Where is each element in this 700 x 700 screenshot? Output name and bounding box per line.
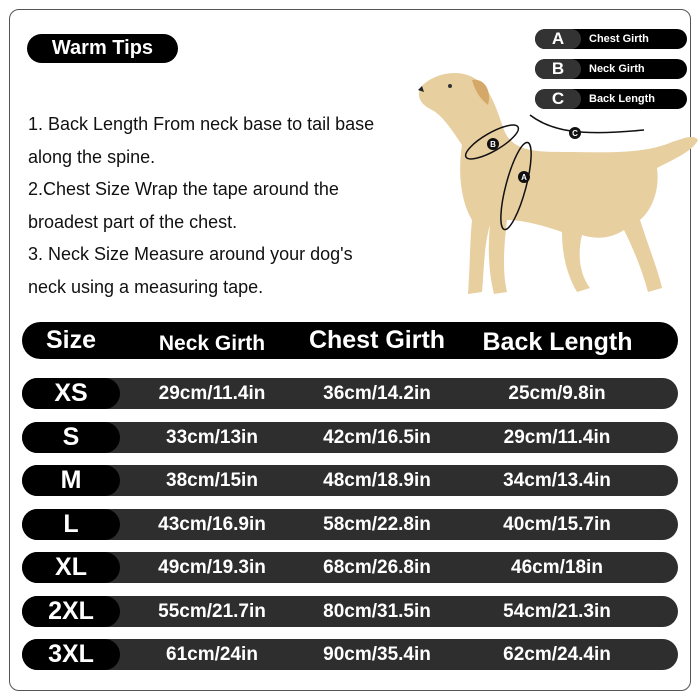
legend-key: C bbox=[535, 89, 581, 109]
size-cell: XS bbox=[22, 378, 120, 409]
chest-girth-cell: 58cm/22.8in bbox=[323, 513, 431, 535]
back-length-cell: 46cm/18in bbox=[511, 557, 603, 578]
back-length-cell: 34cm/13.4in bbox=[503, 470, 611, 491]
neck-girth-cell: 38cm/15in bbox=[166, 470, 258, 491]
chest-girth-cell: 68cm/26.8in bbox=[323, 557, 431, 578]
marker-a: A bbox=[521, 173, 527, 182]
dog-illustration: B A C bbox=[418, 73, 698, 294]
tip-line: 2.Chest Size Wrap the tape around the bbox=[28, 179, 339, 199]
table-row: L 43cm/16.9in 58cm/22.8in 40cm/15.7in bbox=[22, 508, 678, 540]
chest-girth-cell: 80cm/31.5in bbox=[323, 600, 431, 622]
chest-girth-cell: 48cm/18.9in bbox=[323, 470, 431, 491]
image-frame bbox=[9, 9, 691, 691]
table-row: 3XL 61cm/24in 90cm/35.4in 62cm/24.4in bbox=[22, 639, 678, 670]
size-cell: XL bbox=[22, 552, 120, 583]
size-cell: L bbox=[22, 508, 120, 540]
header-size: Size bbox=[45, 326, 97, 354]
header-neck-girth: Neck Girth bbox=[158, 332, 266, 355]
neck-girth-cell: 55cm/21.7in bbox=[158, 600, 266, 622]
header-back-length: Back Length bbox=[482, 328, 633, 356]
legend-neck-girth: B Neck Girth bbox=[535, 59, 687, 79]
legend-chest-girth: A Chest Girth bbox=[535, 29, 687, 49]
chest-girth-cell: 42cm/16.5in bbox=[323, 426, 431, 448]
table-row: S 33cm/13in 42cm/16.5in 29cm/11.4in bbox=[22, 421, 678, 453]
legend-label: Chest Girth bbox=[589, 33, 649, 45]
chest-girth-cell: 90cm/35.4in bbox=[323, 644, 431, 665]
size-cell: S bbox=[22, 421, 120, 453]
tip-line: broadest part of the chest. bbox=[28, 211, 238, 232]
neck-girth-cell: 29cm/11.4in bbox=[158, 383, 266, 404]
back-length-cell: 25cm/9.8in bbox=[508, 383, 606, 404]
size-cell: 2XL bbox=[22, 595, 120, 627]
header-chest-girth: Chest Girth bbox=[308, 326, 446, 354]
legend-label: Neck Girth bbox=[589, 63, 645, 75]
table-row: M 38cm/15in 48cm/18.9in 34cm/13.4in bbox=[22, 465, 678, 496]
tip-line: along the spine. bbox=[28, 146, 156, 167]
tip-line: 1. Back Length From neck base to tail ba… bbox=[28, 114, 375, 134]
tip-line: neck using a measuring tape. bbox=[28, 276, 264, 297]
legend-key: A bbox=[535, 29, 581, 49]
chest-girth-cell: 36cm/14.2in bbox=[323, 383, 431, 404]
marker-b: B bbox=[490, 140, 496, 149]
table-row: 2XL 55cm/21.7in 80cm/31.5in 54cm/21.3in bbox=[22, 595, 678, 627]
neck-girth-cell: 43cm/16.9in bbox=[158, 513, 266, 535]
legend-back-length: C Back Length bbox=[535, 89, 687, 109]
back-length-cell: 54cm/21.3in bbox=[503, 600, 611, 622]
table-row: XS 29cm/11.4in 36cm/14.2in 25cm/9.8in bbox=[22, 378, 678, 409]
size-cell: 3XL bbox=[22, 639, 120, 670]
table-header: Size Neck Girth Chest Girth Back Length bbox=[22, 322, 678, 359]
back-length-cell: 62cm/24.4in bbox=[503, 644, 611, 665]
marker-c: C bbox=[572, 129, 578, 138]
neck-girth-cell: 33cm/13in bbox=[166, 426, 258, 448]
back-length-cell: 29cm/11.4in bbox=[503, 426, 611, 448]
size-cell: M bbox=[22, 465, 120, 496]
warm-tips-text: 1. Back Length From neck base to tail ba… bbox=[28, 108, 408, 303]
legend-label: Back Length bbox=[589, 93, 656, 105]
legend-key: B bbox=[535, 59, 581, 79]
neck-girth-cell: 49cm/19.3in bbox=[158, 557, 266, 578]
tip-line: 3. Neck Size Measure around your dog's bbox=[28, 244, 353, 264]
neck-girth-cell: 61cm/24in bbox=[166, 644, 258, 665]
warm-tips-title: Warm Tips bbox=[27, 34, 178, 63]
table-row: XL 49cm/19.3in 68cm/26.8in 46cm/18in bbox=[22, 552, 678, 583]
back-length-cell: 40cm/15.7in bbox=[503, 513, 611, 535]
